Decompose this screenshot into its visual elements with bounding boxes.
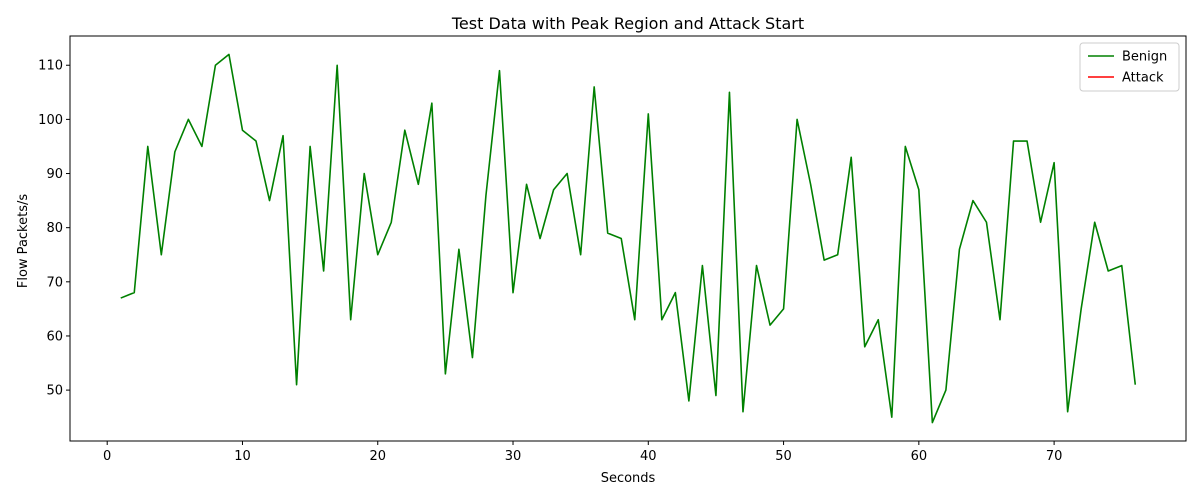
y-tick-label: 50 xyxy=(46,384,63,399)
y-tick-label: 90 xyxy=(46,167,63,182)
y-tick-label: 60 xyxy=(46,329,63,344)
x-tick-label: 0 xyxy=(103,449,111,464)
y-tick-label: 70 xyxy=(46,275,63,290)
x-tick-label: 60 xyxy=(911,449,928,464)
x-tick-label: 20 xyxy=(369,449,386,464)
plot-area xyxy=(120,53,1137,424)
x-tick-label: 50 xyxy=(775,449,792,464)
y-tick-label: 110 xyxy=(38,59,63,74)
x-axis-label: Seconds xyxy=(601,471,656,486)
y-tick-label: 100 xyxy=(38,113,63,128)
legend-label-attack: Attack xyxy=(1122,71,1164,86)
y-tick-label: 80 xyxy=(46,221,63,236)
series-line-benign xyxy=(120,53,1137,424)
y-axis-label: Flow Packets/s xyxy=(16,194,31,288)
y-axis: 50 60 70 80 90 100 110 xyxy=(38,59,70,399)
axes-frame xyxy=(69,35,1187,442)
x-tick-label: 10 xyxy=(234,449,251,464)
legend: Benign Attack xyxy=(1079,42,1180,92)
chart-title: Test Data with Peak Region and Attack St… xyxy=(451,14,804,33)
x-tick-label: 70 xyxy=(1046,449,1063,464)
x-tick-label: 40 xyxy=(640,449,657,464)
legend-box xyxy=(1079,42,1180,92)
x-tick-label: 30 xyxy=(505,449,522,464)
legend-label-benign: Benign xyxy=(1122,50,1167,65)
x-axis: 0 10 20 30 40 50 60 70 xyxy=(103,441,1062,464)
